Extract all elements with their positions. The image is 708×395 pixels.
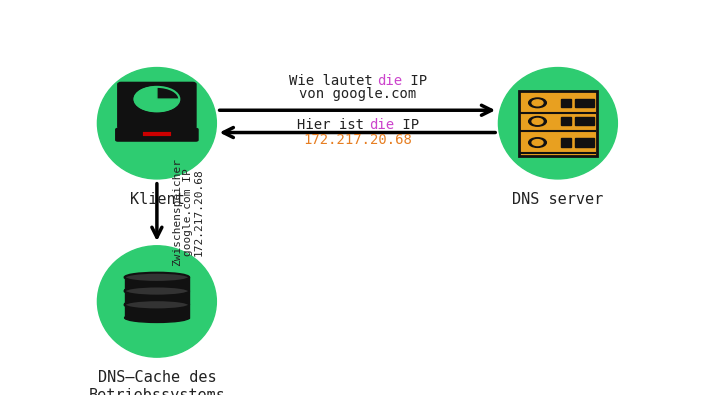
Text: IP: IP bbox=[401, 73, 427, 88]
Ellipse shape bbox=[125, 300, 189, 309]
Text: 172.217.20.68: 172.217.20.68 bbox=[303, 133, 412, 147]
Ellipse shape bbox=[498, 68, 617, 179]
Text: google.com IP: google.com IP bbox=[183, 169, 193, 256]
Ellipse shape bbox=[125, 286, 189, 296]
FancyBboxPatch shape bbox=[519, 91, 597, 156]
Circle shape bbox=[529, 138, 547, 147]
Text: Wie lautet: Wie lautet bbox=[289, 73, 381, 88]
Text: Zwischenspeicher: Zwischenspeicher bbox=[172, 158, 182, 266]
Text: 172.217.20.68: 172.217.20.68 bbox=[193, 169, 204, 256]
Bar bbox=[125, 277, 189, 290]
Text: IP: IP bbox=[394, 118, 418, 132]
Ellipse shape bbox=[125, 273, 189, 282]
Bar bbox=[125, 291, 189, 304]
Circle shape bbox=[532, 100, 543, 106]
FancyBboxPatch shape bbox=[118, 83, 196, 129]
Text: Klient: Klient bbox=[130, 192, 184, 207]
Polygon shape bbox=[135, 87, 179, 111]
FancyBboxPatch shape bbox=[116, 128, 198, 141]
Bar bbox=[125, 305, 189, 318]
Ellipse shape bbox=[125, 313, 189, 322]
Ellipse shape bbox=[125, 286, 189, 295]
Circle shape bbox=[529, 98, 547, 108]
Text: DNS–Cache des
Betriebssystems: DNS–Cache des Betriebssystems bbox=[88, 370, 225, 395]
Bar bbox=[561, 99, 571, 107]
Text: Hier ist: Hier ist bbox=[297, 118, 372, 132]
Circle shape bbox=[532, 118, 543, 124]
Ellipse shape bbox=[98, 68, 217, 179]
Ellipse shape bbox=[98, 246, 217, 357]
Text: von google.com: von google.com bbox=[299, 87, 416, 101]
Text: die: die bbox=[370, 118, 394, 132]
Bar bbox=[561, 117, 571, 126]
Bar bbox=[575, 139, 594, 147]
Ellipse shape bbox=[125, 299, 189, 309]
Bar bbox=[575, 117, 594, 126]
Circle shape bbox=[532, 139, 543, 145]
Bar bbox=[575, 99, 594, 107]
Text: die: die bbox=[377, 73, 403, 88]
Bar bbox=[561, 139, 571, 147]
Text: DNS server: DNS server bbox=[513, 192, 603, 207]
Circle shape bbox=[529, 117, 547, 126]
